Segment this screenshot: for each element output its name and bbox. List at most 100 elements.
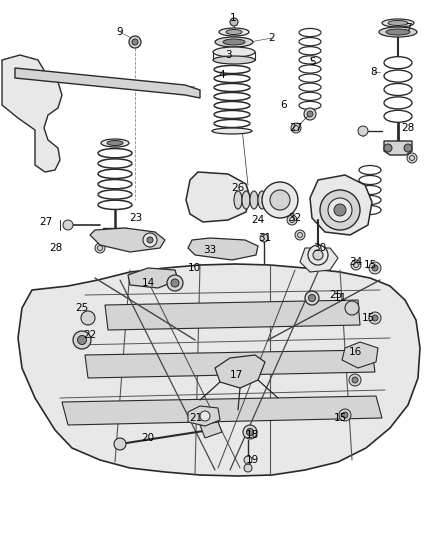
Ellipse shape — [242, 191, 250, 209]
Ellipse shape — [266, 191, 274, 209]
Polygon shape — [300, 248, 338, 272]
Ellipse shape — [219, 28, 249, 36]
Circle shape — [345, 301, 359, 315]
Ellipse shape — [212, 128, 252, 134]
Ellipse shape — [107, 141, 123, 146]
Circle shape — [295, 230, 305, 240]
Text: 3: 3 — [225, 50, 231, 60]
Text: 15: 15 — [364, 260, 377, 270]
Circle shape — [369, 262, 381, 274]
Text: 20: 20 — [141, 433, 155, 443]
Ellipse shape — [101, 139, 129, 147]
Circle shape — [308, 295, 315, 302]
Circle shape — [342, 412, 348, 418]
Circle shape — [305, 291, 319, 305]
Polygon shape — [2, 55, 62, 172]
Circle shape — [247, 429, 254, 435]
Polygon shape — [215, 355, 265, 388]
Circle shape — [404, 144, 412, 152]
Ellipse shape — [213, 56, 255, 64]
Text: 30: 30 — [314, 243, 327, 253]
Circle shape — [114, 438, 126, 450]
Text: 22: 22 — [83, 330, 97, 340]
Text: 25: 25 — [75, 303, 88, 313]
Circle shape — [244, 464, 252, 472]
Ellipse shape — [223, 39, 245, 45]
Circle shape — [287, 215, 297, 225]
Polygon shape — [128, 268, 178, 288]
Text: 2: 2 — [268, 33, 276, 43]
Text: 8: 8 — [371, 67, 377, 77]
Polygon shape — [105, 300, 360, 330]
Circle shape — [304, 108, 316, 120]
Circle shape — [262, 182, 298, 218]
Polygon shape — [62, 396, 382, 425]
Text: 15: 15 — [333, 413, 346, 423]
Polygon shape — [384, 141, 412, 155]
Circle shape — [167, 275, 183, 291]
Polygon shape — [188, 238, 258, 260]
Circle shape — [407, 153, 417, 163]
Circle shape — [358, 126, 368, 136]
Circle shape — [351, 260, 361, 270]
Text: 27: 27 — [39, 217, 53, 227]
Circle shape — [328, 198, 352, 222]
Ellipse shape — [258, 191, 266, 209]
Circle shape — [291, 123, 301, 133]
Polygon shape — [342, 342, 378, 368]
Text: 24: 24 — [251, 215, 265, 225]
Circle shape — [81, 311, 95, 325]
Text: 18: 18 — [245, 430, 258, 440]
Circle shape — [372, 265, 378, 271]
Text: 17: 17 — [230, 370, 243, 380]
Text: 10: 10 — [187, 263, 201, 273]
Circle shape — [143, 233, 157, 247]
Polygon shape — [85, 350, 375, 378]
Polygon shape — [186, 172, 250, 222]
Text: 23: 23 — [129, 213, 143, 223]
Circle shape — [73, 331, 91, 349]
Circle shape — [369, 312, 381, 324]
Ellipse shape — [226, 29, 242, 35]
Text: 1: 1 — [230, 13, 237, 23]
Circle shape — [230, 18, 238, 26]
Text: 7: 7 — [405, 23, 411, 33]
Circle shape — [78, 335, 86, 344]
Ellipse shape — [215, 37, 253, 47]
Circle shape — [307, 111, 313, 117]
Circle shape — [372, 315, 378, 321]
Circle shape — [384, 144, 392, 152]
Text: 34: 34 — [350, 257, 363, 267]
Polygon shape — [90, 228, 165, 252]
Text: 28: 28 — [401, 123, 415, 133]
Polygon shape — [310, 175, 372, 235]
Text: 15: 15 — [361, 313, 374, 323]
Circle shape — [200, 411, 210, 421]
Polygon shape — [200, 422, 222, 438]
Text: 27: 27 — [290, 123, 303, 133]
Ellipse shape — [386, 29, 410, 35]
Ellipse shape — [250, 191, 258, 209]
Polygon shape — [18, 264, 420, 476]
Text: 14: 14 — [141, 278, 155, 288]
Circle shape — [243, 425, 257, 439]
Circle shape — [352, 377, 358, 383]
Circle shape — [95, 243, 105, 253]
Ellipse shape — [213, 47, 255, 57]
Circle shape — [171, 279, 179, 287]
Ellipse shape — [234, 191, 242, 209]
Text: 33: 33 — [203, 245, 217, 255]
Ellipse shape — [379, 27, 417, 37]
Text: 21: 21 — [189, 413, 203, 423]
Circle shape — [129, 36, 141, 48]
Ellipse shape — [382, 19, 414, 27]
Text: 28: 28 — [49, 243, 63, 253]
Circle shape — [349, 374, 361, 386]
Text: 32: 32 — [288, 213, 302, 223]
Circle shape — [270, 190, 290, 210]
Circle shape — [308, 245, 328, 265]
Text: 4: 4 — [219, 70, 225, 80]
Ellipse shape — [388, 20, 408, 26]
Text: 26: 26 — [231, 183, 245, 193]
Circle shape — [260, 234, 268, 242]
